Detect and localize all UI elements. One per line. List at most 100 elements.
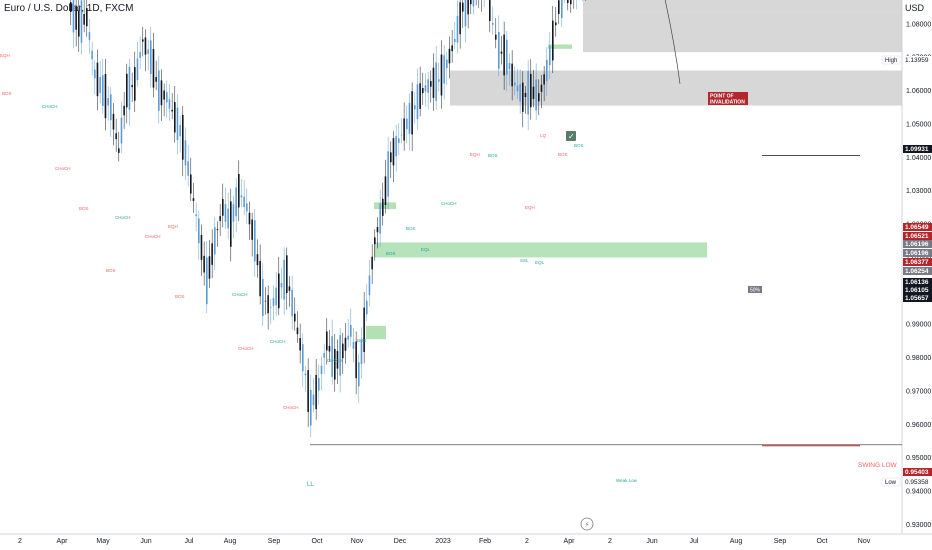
candle-body — [366, 300, 368, 315]
candle-body — [368, 275, 371, 296]
price-label-bg — [903, 258, 932, 266]
candle-body — [464, 0, 467, 27]
structure-label: EQH — [0, 53, 10, 58]
price-tick-label: 1.05000 — [906, 121, 931, 128]
time-tick-label: Jul — [185, 538, 194, 545]
price-tick-label: 1.04000 — [906, 155, 931, 162]
candle-body — [302, 344, 304, 372]
price-label-value: 1.13959 — [905, 57, 929, 64]
candle-body — [288, 286, 291, 291]
candle-body — [462, 2, 464, 12]
poi-label-line1: POINT OF — [710, 94, 734, 100]
candle-body — [392, 138, 395, 166]
demand-box — [374, 202, 396, 210]
candle-body — [211, 243, 213, 265]
poi-label-line2: INVALIDATION — [710, 100, 745, 106]
candle-body — [567, 0, 569, 4]
candle-body — [430, 81, 432, 87]
candle-body — [331, 336, 333, 377]
candle-body — [208, 256, 211, 279]
fifty-label-bg — [748, 286, 762, 293]
candle-body — [384, 176, 387, 206]
candle-body — [96, 62, 99, 97]
price-tick-label: 0.99000 — [906, 322, 931, 329]
demand-box — [366, 325, 386, 340]
structure-label: CHoCH — [283, 405, 299, 410]
candle-body — [530, 73, 532, 108]
time-tick-label: 2 — [18, 538, 22, 545]
candle-body — [511, 63, 513, 87]
candle-body — [134, 67, 136, 101]
price-tick-label: 0.95000 — [906, 455, 931, 462]
candle-body — [538, 93, 540, 102]
candle-body — [339, 335, 341, 376]
price-label-value: 1.06105 — [905, 287, 929, 294]
candle-body — [174, 102, 176, 133]
candle-body — [561, 0, 563, 19]
candle-body — [472, 0, 475, 7]
candle-body — [549, 45, 551, 66]
candle-body — [203, 255, 205, 273]
candle-body — [498, 32, 500, 69]
candle-body — [155, 77, 157, 82]
candle-body — [267, 295, 269, 314]
price-label-bg — [903, 286, 932, 294]
level-tag-bg — [881, 55, 901, 65]
candle-body — [379, 203, 381, 234]
candle-body — [424, 85, 427, 92]
structure-label: CHoCH — [42, 104, 58, 109]
structure-label: SSL — [520, 258, 529, 263]
structure-label: BOS — [79, 206, 89, 211]
candle-body — [150, 40, 152, 74]
price-label-bg — [903, 267, 932, 275]
price-label-bg — [903, 223, 932, 231]
candle-body — [70, 2, 72, 13]
level-tag: Low — [885, 480, 897, 486]
candle-body — [238, 174, 240, 208]
price-tick-label: 0.96000 — [906, 422, 931, 429]
candle-body — [254, 220, 256, 262]
candle-body — [104, 74, 107, 119]
candle-body — [163, 90, 165, 100]
candle-body — [326, 331, 328, 351]
candle-body — [312, 394, 315, 406]
demand-box — [548, 44, 572, 49]
candle-body — [467, 0, 469, 15]
price-tick-label: 1.08000 — [906, 21, 931, 28]
structure-label: BOS — [558, 152, 568, 157]
candle-body — [283, 259, 285, 300]
weak-low-label: Weak Low — [616, 478, 638, 483]
time-tick-label: Oct — [817, 538, 828, 545]
candle-body — [230, 201, 232, 247]
time-tick-label: Jun — [646, 538, 657, 545]
candle-body — [470, 0, 472, 5]
candle-body — [80, 0, 83, 43]
candle-body — [446, 59, 448, 69]
candle-body — [307, 370, 309, 412]
structure-label: CHoCH — [238, 346, 254, 351]
candle-body — [516, 85, 519, 92]
candle-body — [318, 378, 320, 391]
structure-label: BOS — [175, 294, 185, 299]
candle-body — [214, 227, 216, 255]
candle-body — [168, 99, 171, 109]
candle-body — [438, 79, 440, 82]
candle-body — [506, 39, 508, 75]
candle-body — [240, 195, 243, 198]
candle-body — [535, 79, 537, 111]
price-tick-label: 0.94000 — [906, 489, 931, 496]
price-label-bg — [903, 56, 932, 64]
candle-body — [323, 352, 325, 358]
candle-body — [532, 86, 535, 99]
check-icon-glyph: ✓ — [568, 132, 575, 141]
candle-body — [246, 203, 248, 212]
candle-body — [299, 338, 301, 351]
candle-body — [406, 118, 408, 130]
time-tick-label: Oct — [312, 538, 323, 545]
price-label-value: 1.06521 — [905, 233, 929, 240]
candle-body — [256, 254, 259, 266]
structure-label: EQL — [421, 247, 431, 252]
structure-label: BOS — [488, 153, 498, 158]
candle-body — [278, 273, 280, 309]
